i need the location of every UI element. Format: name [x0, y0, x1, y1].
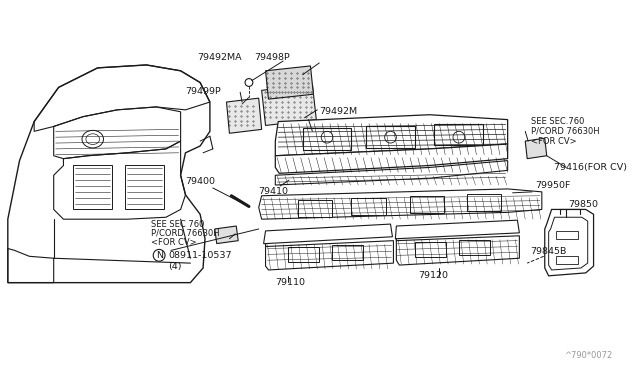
Polygon shape: [266, 241, 394, 270]
Bar: [459, 240, 490, 255]
Bar: [332, 244, 363, 260]
Text: P/CORD 76630H: P/CORD 76630H: [151, 228, 220, 237]
Text: 79499P: 79499P: [185, 87, 221, 96]
Polygon shape: [545, 209, 593, 276]
Text: 79120: 79120: [418, 271, 448, 280]
Bar: [125, 166, 164, 209]
Polygon shape: [215, 226, 238, 244]
Bar: [467, 194, 501, 211]
Text: 08911-10537: 08911-10537: [168, 251, 232, 260]
Polygon shape: [259, 189, 542, 219]
Text: SEE SEC 760: SEE SEC 760: [151, 219, 205, 228]
Bar: [366, 126, 415, 148]
Bar: [298, 200, 332, 217]
Bar: [435, 124, 483, 145]
Text: 79950F: 79950F: [535, 180, 570, 189]
Text: 79845B: 79845B: [530, 247, 566, 256]
Text: <FOR CV>: <FOR CV>: [531, 137, 577, 145]
Text: 79400: 79400: [185, 177, 215, 186]
Bar: [303, 128, 351, 150]
Bar: [351, 198, 386, 215]
Polygon shape: [264, 224, 392, 244]
Bar: [288, 247, 319, 262]
Text: 79416(FOR CV): 79416(FOR CV): [554, 163, 627, 172]
Text: 79498P: 79498P: [254, 52, 289, 62]
Bar: [410, 196, 444, 213]
Polygon shape: [396, 220, 520, 239]
Bar: [556, 256, 578, 264]
Polygon shape: [262, 84, 316, 125]
Polygon shape: [275, 144, 508, 173]
Polygon shape: [275, 161, 508, 185]
Bar: [415, 242, 446, 257]
Text: ^790*0072: ^790*0072: [564, 352, 612, 360]
Polygon shape: [396, 236, 520, 265]
Text: SEE SEC.760: SEE SEC.760: [531, 117, 584, 126]
Text: 79850: 79850: [568, 200, 598, 209]
Text: <FOR CV>: <FOR CV>: [151, 238, 197, 247]
Polygon shape: [227, 98, 262, 133]
Text: (4): (4): [168, 262, 181, 270]
Bar: [556, 231, 578, 239]
Text: 79492MA: 79492MA: [198, 52, 242, 62]
Text: 79410: 79410: [258, 187, 288, 196]
Text: 79492M: 79492M: [319, 107, 357, 116]
Text: P/CORD 76630H: P/CORD 76630H: [531, 127, 600, 136]
Bar: [73, 166, 112, 209]
Polygon shape: [275, 115, 508, 156]
Text: N: N: [156, 251, 163, 260]
Polygon shape: [525, 138, 547, 159]
Polygon shape: [266, 66, 314, 99]
Text: 79110: 79110: [275, 278, 305, 287]
